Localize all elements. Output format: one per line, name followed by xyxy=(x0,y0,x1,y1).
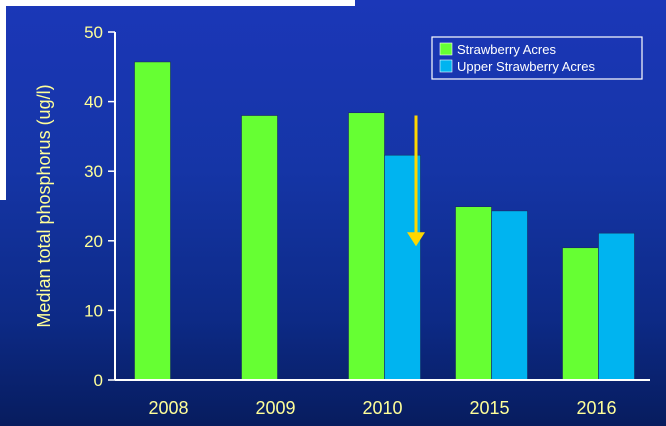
y-tick-label: 10 xyxy=(84,301,103,320)
legend-swatch xyxy=(439,42,453,56)
y-axis-ticks: 0 10 20 30 40 50 xyxy=(84,23,115,390)
legend-label: Upper Strawberry Acres xyxy=(457,59,595,74)
y-tick-label: 20 xyxy=(84,232,103,251)
legend-label: Strawberry Acres xyxy=(457,42,556,57)
bar-strawberry-acres-2009 xyxy=(241,115,278,381)
white-corner-top xyxy=(0,0,355,6)
x-tick-label: 2015 xyxy=(469,398,509,418)
bar-upper-strawberry-acres-2016 xyxy=(598,232,635,381)
bar-strawberry-acres-2015 xyxy=(455,206,492,381)
bars-group xyxy=(134,61,635,381)
y-tick-label: 0 xyxy=(94,371,103,390)
x-tick-label: 2010 xyxy=(362,398,402,418)
bar-strawberry-acres-2010 xyxy=(348,112,385,381)
legend-swatch xyxy=(439,59,453,73)
bar-strawberry-acres-2008 xyxy=(134,61,171,381)
x-tick-label: 2009 xyxy=(255,398,295,418)
bar-strawberry-acres-2016 xyxy=(562,247,599,381)
bar-upper-strawberry-acres-2015 xyxy=(491,210,528,381)
down-arrow-icon xyxy=(407,232,425,247)
annotations xyxy=(407,115,425,247)
x-axis-ticks: 2008 2009 2010 2015 2016 xyxy=(148,398,616,418)
white-corner-left xyxy=(0,0,6,200)
y-tick-label: 40 xyxy=(84,93,103,112)
y-axis-label-group: Median total phosphorus (ug/l) xyxy=(34,84,54,327)
legend-box xyxy=(431,36,643,80)
y-tick-label: 50 xyxy=(84,23,103,42)
y-tick-label: 30 xyxy=(84,162,103,181)
x-tick-label: 2008 xyxy=(148,398,188,418)
legend: Strawberry Acres Upper Strawberry Acres xyxy=(431,36,643,80)
axes xyxy=(114,32,650,381)
x-tick-label: 2016 xyxy=(576,398,616,418)
y-axis-label: Median total phosphorus (ug/l) xyxy=(34,84,54,327)
